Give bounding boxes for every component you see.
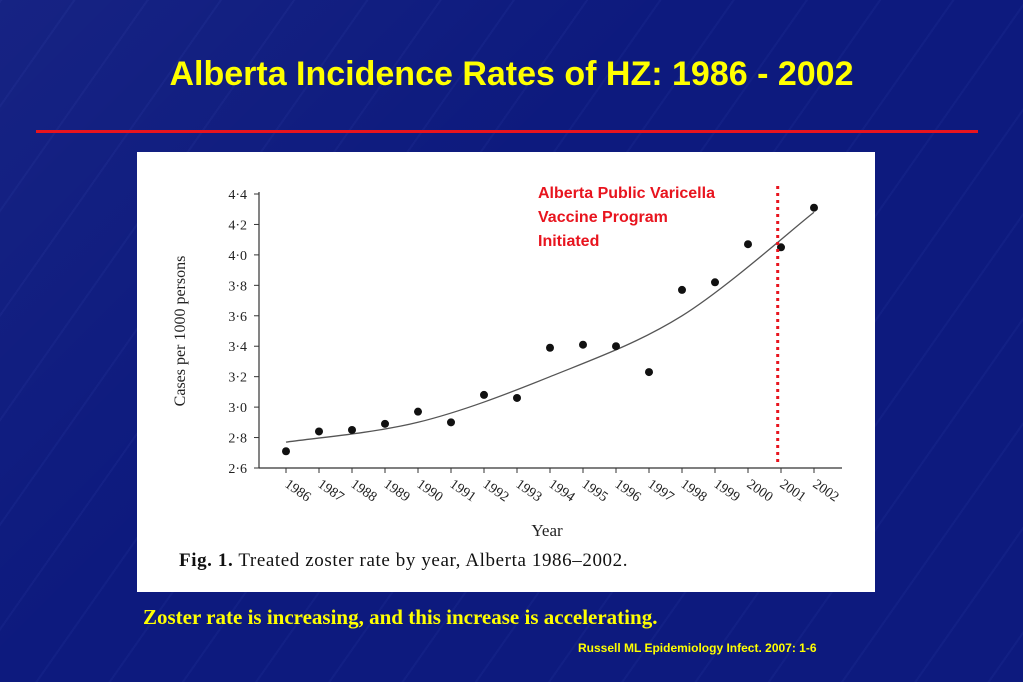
conclusion-text: Zoster rate is increasing, and this incr…: [143, 605, 658, 629]
data-point-1989: [381, 419, 389, 428]
figure-caption-label: Fig. 1.: [179, 550, 234, 571]
x-tick-label: 1994: [546, 477, 578, 505]
title-divider: [36, 130, 978, 133]
x-tick-label: 1992: [480, 477, 512, 505]
y-tick-label: 4·2: [228, 218, 247, 233]
data-point-1986: [282, 447, 290, 456]
y-tick-label: 3·8: [228, 279, 247, 294]
data-point-2000: [744, 240, 752, 249]
citation-text: Russell ML Epidemiology Infect. 2007: 1-…: [578, 641, 817, 655]
data-point-1994: [546, 343, 554, 352]
trend-curve: [285, 211, 815, 443]
data-point-2002: [810, 203, 818, 212]
figure-caption-text: Treated zoster rate by year, Alberta 198…: [233, 550, 629, 571]
x-tick-label: 1998: [678, 477, 710, 505]
x-tick-label: 1991: [447, 477, 479, 505]
figure-panel: 2·6 2·8 3·0 3·2 3·4 3·6 3·8 4·0 4·2 4·4 1986 1987 19…: [137, 152, 875, 592]
data-point-1987: [315, 427, 323, 436]
x-tick-label: 1987: [315, 477, 347, 505]
data-point-1992: [480, 390, 488, 399]
annotation-line-1: Alberta Public Varicella: [538, 185, 715, 202]
x-tick-label: 1996: [612, 477, 644, 505]
x-tick-label: 1988: [348, 477, 380, 505]
x-tick-label: 2002: [810, 477, 842, 505]
y-tick-label: 3·6: [228, 310, 247, 325]
data-point-1998: [678, 285, 686, 294]
x-tick-label: 1997: [645, 477, 677, 505]
x-tick-label: 1999: [711, 477, 743, 505]
data-point-1991: [447, 418, 455, 427]
x-tick-label: 1995: [579, 477, 611, 505]
x-tick-label: 1990: [414, 477, 446, 505]
data-point-1990: [414, 407, 422, 416]
y-tick-label: 2·8: [228, 432, 247, 447]
annotation-line-3: Initiated: [538, 233, 600, 250]
x-axis-title: Year: [531, 521, 563, 540]
data-point-1988: [348, 425, 356, 434]
data-point-1993: [513, 393, 521, 402]
x-tick-label: 1986: [282, 477, 314, 505]
y-axis-title: Cases per 1000 persons: [172, 256, 189, 407]
data-point-1996: [612, 342, 620, 351]
y-tick-label: 2·6: [228, 462, 247, 477]
y-tick-label: 4·4: [228, 188, 247, 203]
data-point-1999: [711, 278, 719, 287]
annotation-line-2: Vaccine Program: [538, 209, 668, 226]
y-tick-label: 3·4: [228, 340, 247, 355]
x-tick-label: 1989: [381, 477, 413, 505]
data-point-1995: [579, 340, 587, 349]
data-point-1997: [645, 368, 653, 377]
y-tick-label: 4·0: [228, 249, 247, 264]
figure-caption: Fig. 1. Treated zoster rate by year, Alb…: [179, 550, 628, 572]
x-tick-label: 2000: [744, 477, 776, 505]
y-tick-label: 3·0: [228, 401, 247, 416]
x-tick-label: 1993: [513, 477, 545, 505]
x-tick-label: 2001: [777, 477, 809, 505]
slide-title: Alberta Incidence Rates of HZ: 1986 - 20…: [169, 55, 854, 93]
y-tick-label: 3·2: [228, 371, 247, 386]
vaccine-program-annotation: Alberta Public Varicella Vaccine Program…: [538, 182, 738, 254]
